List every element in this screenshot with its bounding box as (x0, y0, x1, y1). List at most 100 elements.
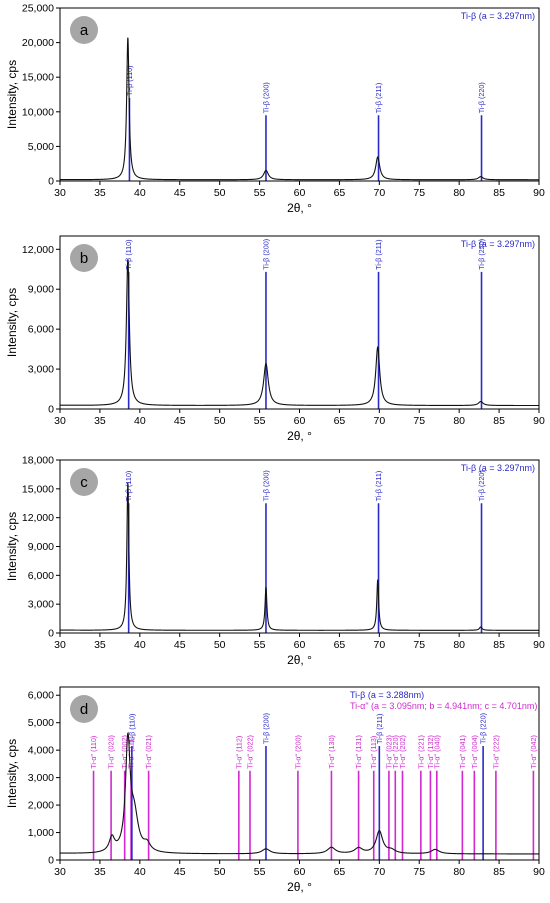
x-tick-label: 50 (214, 415, 226, 427)
panel-badge (70, 468, 98, 496)
panel-letter: a (80, 22, 89, 39)
x-tick-label: 35 (94, 415, 106, 427)
y-tick-label: 20,000 (22, 37, 54, 49)
y-tick-label: 4,000 (28, 745, 54, 757)
x-tick-label: 45 (174, 866, 186, 878)
x-tick-label: 75 (413, 415, 425, 427)
y-tick-label: 12,000 (22, 244, 54, 256)
legend-entry: Ti-β (a = 3.297nm) (461, 239, 535, 249)
y-axis-label: Intensity, cps (5, 60, 19, 129)
x-tick-label: 60 (294, 639, 306, 651)
x-tick-label: 30 (54, 415, 66, 427)
y-tick-label: 0 (48, 855, 54, 867)
reference-line-label: Ti-α" (020) (107, 735, 116, 769)
reference-line-label: Ti-β (220) (477, 239, 486, 270)
panel-letter: d (80, 701, 88, 718)
y-tick-label: 0 (48, 404, 54, 416)
reference-line-label: Ti-β (200) (261, 239, 270, 270)
x-tick-label: 90 (533, 187, 545, 199)
x-tick-label: 35 (94, 866, 106, 878)
reference-line-label: Ti-α" (004) (470, 735, 479, 769)
x-tick-label: 30 (54, 187, 66, 199)
y-tick-label: 3,000 (28, 599, 54, 611)
x-tick-label: 75 (413, 866, 425, 878)
y-tick-label: 3,000 (28, 364, 54, 376)
legend-entry: Ti-β (a = 3.288nm) (350, 690, 424, 700)
x-tick-label: 70 (373, 415, 385, 427)
diffraction-pattern-line (59, 259, 539, 407)
chart-panel-d: Ti-α" (110) Ti-α" (020) Ti-α" (002) Ti-α" (… (5, 686, 545, 894)
x-tick-label: 80 (453, 639, 465, 651)
x-tick-label: 80 (453, 415, 465, 427)
x-tick-label: 65 (334, 187, 346, 199)
reference-line-label: Ti-α" (130) (327, 735, 336, 769)
y-tick-label: 9,000 (28, 541, 54, 553)
reference-line-label: Ti-α" (023) (384, 735, 393, 769)
reference-line-label: Ti-α" (002) (120, 735, 129, 769)
reference-line-label: Ti-α" (041) (458, 735, 467, 769)
reference-line-label: Ti-α" (113) (369, 736, 378, 769)
diffraction-pattern-line (60, 482, 539, 631)
x-tick-label: 45 (174, 639, 186, 651)
diffraction-pattern-line (60, 731, 539, 855)
x-tick-label: 40 (134, 187, 146, 199)
x-tick-label: 55 (254, 187, 266, 199)
x-axis-label: 2θ, ° (287, 201, 312, 215)
x-tick-label: 55 (254, 866, 266, 878)
reference-line-label: Ti-β (211) (375, 714, 384, 745)
reference-line-label: Ti-β (110) (125, 65, 134, 96)
x-tick-label: 75 (413, 639, 425, 651)
y-tick-label: 3,000 (28, 772, 54, 784)
y-axis-label: Intensity, cps (5, 739, 19, 808)
x-tick-label: 60 (294, 187, 306, 199)
reference-line-label: Ti-α" (131) (354, 735, 363, 769)
x-tick-label: 50 (214, 187, 226, 199)
y-tick-label: 9,000 (28, 284, 54, 296)
x-tick-label: 45 (174, 415, 186, 427)
reference-line-label: Ti-α" (200) (293, 735, 302, 769)
x-tick-label: 50 (214, 639, 226, 651)
panel-badge (70, 16, 98, 44)
x-tick-label: 85 (493, 187, 505, 199)
reference-line-label: Ti-α" (042) (529, 735, 538, 769)
panel-letter: b (80, 250, 88, 267)
x-tick-label: 75 (413, 187, 425, 199)
reference-line-label: Ti-β (200) (261, 82, 270, 113)
y-axis-label: Intensity, cps (5, 512, 19, 581)
reference-line-label: Ti-β (220) (477, 82, 486, 113)
x-tick-label: 70 (373, 866, 385, 878)
y-tick-label: 10,000 (22, 106, 54, 118)
y-tick-label: 6,000 (28, 570, 54, 582)
reference-line-label: Ti-β (200) (261, 713, 270, 744)
chart-panel-c: Ti-β (110) Ti-β (200) Ti-β (211) Ti-β (220)… (5, 455, 545, 668)
x-tick-label: 85 (493, 866, 505, 878)
reference-line-label: Ti-β (211) (374, 239, 383, 270)
legend-entry: Ti-α" (a = 3.095nm; b = 4.941nm; c = 4.7… (350, 701, 537, 711)
reference-line-label: Ti-α" (112) (234, 736, 243, 769)
chart-panel-a: Ti-β (110) Ti-β (200) Ti-β (211) Ti-β (220)… (5, 3, 545, 216)
y-tick-label: 0 (48, 628, 54, 640)
reference-line-label: Ti-β (220) (477, 470, 486, 501)
x-tick-label: 35 (94, 639, 106, 651)
legend-entry: Ti-β (a = 3.297nm) (461, 463, 535, 473)
y-tick-label: 2,000 (28, 800, 54, 812)
y-tick-label: 15,000 (22, 483, 54, 495)
x-tick-label: 90 (533, 415, 545, 427)
reference-line-label: Ti-α" (110) (89, 736, 98, 769)
x-tick-label: 40 (134, 639, 146, 651)
x-axis-label: 2θ, ° (287, 653, 312, 667)
diffraction-pattern-line (60, 37, 539, 181)
reference-line-label: Ti-α" (132) (426, 735, 435, 769)
y-tick-label: 18,000 (22, 455, 54, 467)
x-tick-label: 40 (134, 866, 146, 878)
x-tick-label: 80 (453, 866, 465, 878)
y-tick-label: 0 (48, 176, 54, 188)
y-axis-label: Intensity, cps (5, 288, 19, 357)
reference-line-label: Ti-β (110) (127, 714, 136, 745)
reference-line-label: Ti-β (211) (374, 471, 383, 502)
x-tick-label: 90 (533, 866, 545, 878)
x-tick-label: 60 (294, 415, 306, 427)
x-tick-label: 30 (54, 866, 66, 878)
x-tick-label: 70 (373, 187, 385, 199)
